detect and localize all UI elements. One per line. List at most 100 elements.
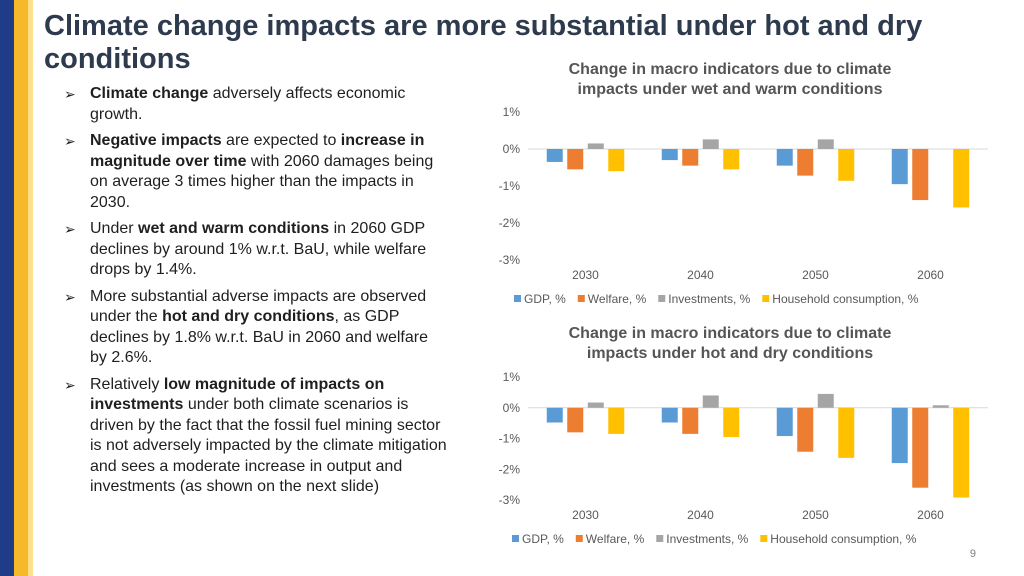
y-tick-label: 0% <box>503 142 521 156</box>
left-stripe-blue <box>0 0 14 576</box>
bullet-emphasis: Negative impacts <box>90 132 222 149</box>
bar-welfare-2030 <box>567 149 584 170</box>
legend-label-household: Household consumption, % <box>770 532 916 546</box>
y-tick-label: -2% <box>499 462 521 476</box>
legend-label-investments: Investments, % <box>666 532 748 546</box>
legend-label-gdp: GDP, % <box>522 532 564 546</box>
chart-1-title: Change in macro indicators due to climat… <box>568 61 892 98</box>
bar-investments-2050 <box>817 393 834 408</box>
x-tick-label: 2040 <box>687 508 714 522</box>
bullet-emphasis: wet and warm conditions <box>138 220 330 237</box>
bullet-text: are expected to <box>221 132 341 149</box>
y-tick-label: -1% <box>499 432 521 446</box>
bar-household-2060 <box>953 149 970 208</box>
bar-welfare-2040 <box>682 149 699 166</box>
bar-gdp-2050 <box>776 407 793 437</box>
bullet-text: Under <box>90 220 139 237</box>
bar-gdp-2040 <box>661 407 678 423</box>
y-tick-label: -3% <box>499 253 521 267</box>
legend-swatch-welfare <box>575 535 583 542</box>
y-tick-label: -1% <box>499 179 521 193</box>
bar-welfare-2030 <box>567 407 584 433</box>
bar-household-2040 <box>723 407 740 437</box>
slide-title: Climate change impacts are more substant… <box>44 10 923 75</box>
bullet-text: Relatively <box>90 375 164 393</box>
bullet-emphasis: hot and dry conditions <box>162 308 335 325</box>
bar-gdp-2060 <box>891 407 908 464</box>
bar-gdp-2030 <box>546 149 563 162</box>
chart-1-wet-warm: 1% 0% -1% -2% -3% 2030 2040 2050 2060 GDP, % Welfa… <box>499 105 988 306</box>
bullet-item: ➢ More substantial adverse impacts are ob… <box>64 287 448 369</box>
bar-investments-2060 <box>932 405 949 408</box>
y-tick-label: 1% <box>503 370 521 384</box>
bar-household-2050 <box>838 407 855 458</box>
x-tick-label: 2060 <box>917 268 944 282</box>
legend-swatch-household <box>760 535 768 542</box>
y-tick-label: 1% <box>503 105 521 119</box>
bar-household-2050 <box>838 149 855 181</box>
chart-legend: GDP, % Welfare, % Investments, % Household … <box>514 292 919 306</box>
legend-label-welfare: Welfare, % <box>586 532 645 546</box>
y-tick-label: -3% <box>499 493 521 507</box>
bar-household-2030 <box>608 407 625 434</box>
legend-label-gdp: GDP, % <box>524 292 566 306</box>
bullet-text: in 2060 GDP declines by around 1% w.r.t.… <box>90 220 427 278</box>
bar-welfare-2060 <box>912 149 929 201</box>
chart-legend: GDP, % Welfare, % Investments, % Household … <box>512 532 917 546</box>
bullet-text: , as GDP declines by 1.8% w.r.t. BaU in … <box>90 308 428 366</box>
arrow-bullet-icon: ➢ <box>64 86 76 102</box>
bullet-text: under both climate scenarios is driven b… <box>90 396 447 495</box>
bar-gdp-2040 <box>661 149 678 161</box>
bar-welfare-2050 <box>797 407 814 452</box>
legend-swatch-gdp <box>514 295 521 302</box>
bullet-item: ➢ Under wet and warm conditions in 2060 G… <box>64 219 448 281</box>
bullet-list: ➢ Climate change adversely affects econom… <box>64 84 448 504</box>
legend-swatch-gdp <box>512 535 519 542</box>
bullet-item: ➢ Relatively low magnitude of impacts on … <box>64 375 448 498</box>
bar-investments-2040 <box>702 139 719 149</box>
arrow-bullet-icon: ➢ <box>64 133 76 149</box>
chart-2-hot-dry: 1% 0% -1% -2% -3% 2030 2040 2050 2060 GDP, % Welfa… <box>499 370 988 546</box>
bullet-item: ➢ Climate change adversely affects econom… <box>64 84 448 125</box>
bar-gdp-2030 <box>546 407 563 423</box>
legend-swatch-household <box>762 295 770 302</box>
bullet-emphasis: Climate change <box>90 85 209 102</box>
arrow-bullet-icon: ➢ <box>64 376 76 393</box>
left-stripe-yellow <box>14 0 28 576</box>
y-tick-label: -2% <box>499 216 521 230</box>
bar-welfare-2040 <box>682 407 699 434</box>
x-tick-label: 2040 <box>687 268 714 282</box>
bullet-emphasis: low magnitude of impacts on investments <box>90 375 385 414</box>
arrow-bullet-icon: ➢ <box>64 288 76 305</box>
bar-gdp-2060 <box>891 149 908 185</box>
bar-welfare-2060 <box>912 407 929 488</box>
page-number: 9 <box>969 548 976 560</box>
bar-investments-2050 <box>817 139 834 149</box>
legend-label-welfare: Welfare, % <box>588 292 647 306</box>
bar-household-2030 <box>608 149 625 172</box>
y-tick-label: 0% <box>503 401 521 415</box>
x-tick-label: 2060 <box>917 508 944 522</box>
bar-investments-2030 <box>587 402 604 408</box>
bar-gdp-2050 <box>776 149 793 166</box>
bullet-text: More substantial adverse impacts are obs… <box>90 287 427 326</box>
legend-swatch-investments <box>658 295 666 302</box>
x-tick-label: 2050 <box>802 268 829 282</box>
bar-household-2040 <box>723 149 740 170</box>
bullet-emphasis: increase in magnitude over time <box>90 132 425 170</box>
legend-swatch-welfare <box>577 295 585 302</box>
x-tick-label: 2030 <box>572 268 599 282</box>
bar-investments-2030 <box>587 143 604 149</box>
bar-household-2060 <box>953 407 970 498</box>
legend-label-household: Household consumption, % <box>772 292 918 306</box>
legend-swatch-investments <box>656 535 664 542</box>
bar-investments-2040 <box>702 395 719 408</box>
legend-label-investments: Investments, % <box>668 292 750 306</box>
bullet-text: with 2060 damages being on average 3 tim… <box>90 152 434 211</box>
bullet-item: ➢ Negative impacts are expected to increa… <box>64 131 448 213</box>
arrow-bullet-icon: ➢ <box>64 221 76 237</box>
x-tick-label: 2050 <box>802 508 829 522</box>
left-stripe-light <box>28 0 33 576</box>
chart-2-title: Change in macro indicators due to climat… <box>568 325 892 362</box>
bar-welfare-2050 <box>797 149 814 176</box>
